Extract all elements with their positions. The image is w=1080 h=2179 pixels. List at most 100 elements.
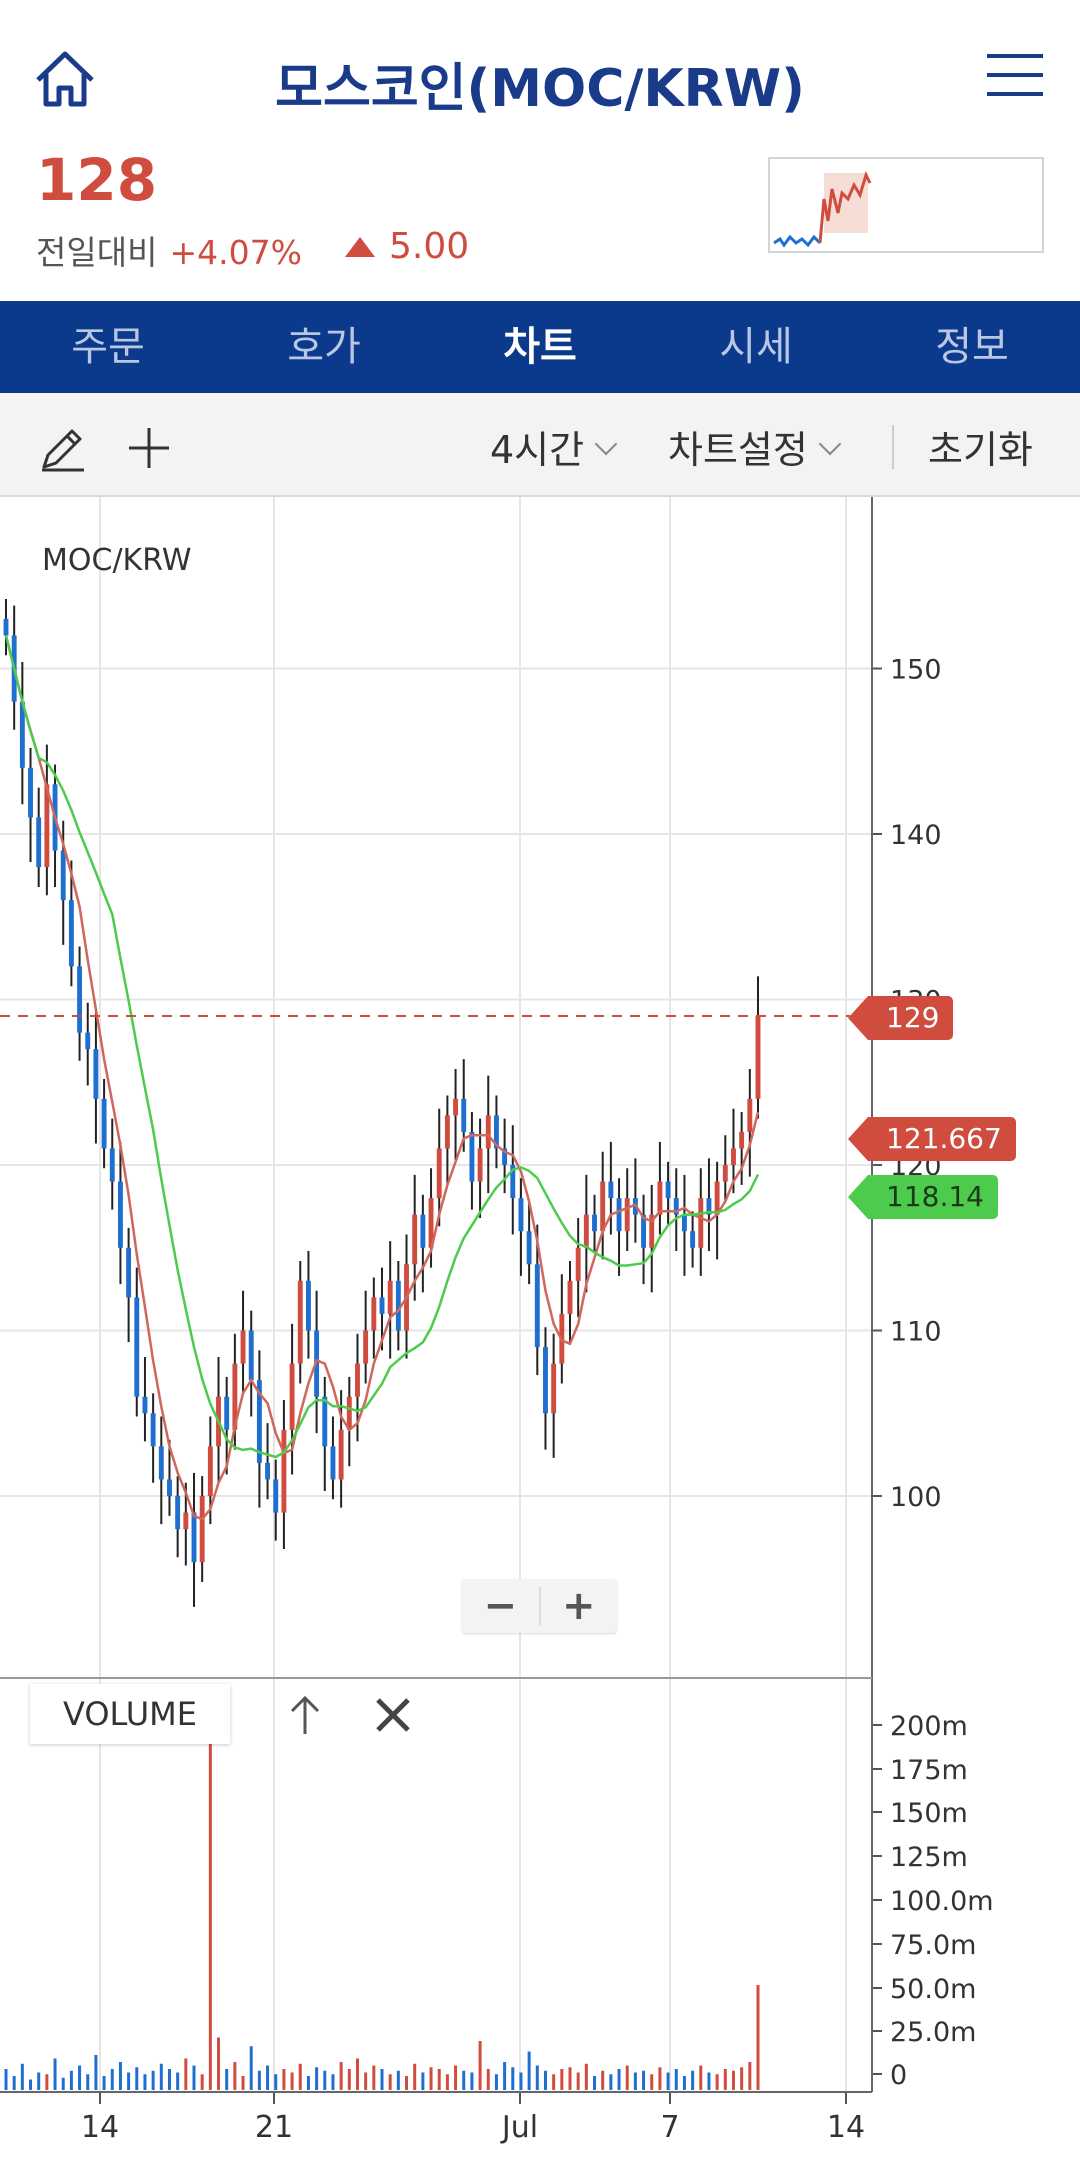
volume-bar (478, 2041, 482, 2090)
zoom-in-button[interactable]: + (561, 1583, 596, 1629)
zoom-divider (538, 1587, 541, 1625)
candle-body (28, 767, 33, 818)
candle-body (543, 1347, 548, 1414)
home-icon[interactable] (30, 44, 100, 114)
volume-bar (462, 2070, 466, 2090)
volume-bar (167, 2069, 171, 2090)
volume-bar (584, 2063, 588, 2090)
pencil-icon[interactable] (38, 423, 88, 473)
mini-chart[interactable] (768, 157, 1044, 253)
volume-bar (388, 2074, 392, 2090)
chart-grid (0, 497, 872, 2092)
tab-order[interactable]: 주문 (71, 324, 145, 370)
candle-body (281, 1429, 287, 1513)
volume-bar (249, 2046, 253, 2090)
volume-tick-label: 75.0m (890, 1930, 976, 1961)
tab-market[interactable]: 시세 (719, 324, 793, 370)
candle-body (330, 1446, 336, 1480)
candle-body (673, 1198, 679, 1215)
close-icon[interactable] (370, 1692, 416, 1738)
volume-bar (470, 2072, 474, 2090)
change-percent: +4.07% (169, 233, 302, 272)
volume-bar (94, 2055, 98, 2090)
candle-body (453, 1098, 459, 1116)
candle-body (346, 1396, 352, 1430)
volume-bar (233, 2062, 237, 2090)
reset-button[interactable]: 초기화 (928, 428, 1033, 472)
volume-bar (331, 2074, 335, 2090)
candle-body (551, 1363, 557, 1414)
volume-bar (176, 2072, 180, 2090)
volume-tick-label: 150m (890, 1798, 968, 1829)
volume-bar (143, 2074, 147, 2090)
candle-body (142, 1396, 148, 1414)
volume-bar (413, 2063, 417, 2090)
chart-toolbar: 4시간 차트설정 초기화 (0, 393, 1080, 497)
candle-body (101, 1098, 107, 1149)
volume-bar (306, 2076, 310, 2090)
hamburger-menu-icon[interactable] (985, 50, 1045, 100)
candle-body (583, 1214, 589, 1248)
volume-bar (118, 2062, 122, 2090)
volume-bar (37, 2072, 41, 2090)
volume-bar (723, 2069, 727, 2090)
volume-bar (715, 2074, 719, 2090)
chart-symbol-label: MOC/KRW (42, 543, 192, 578)
volume-bar (454, 2065, 458, 2090)
candle-body (420, 1214, 426, 1248)
candle-body (150, 1413, 156, 1447)
tab-chart[interactable]: 차트 (503, 324, 577, 370)
candle-body (256, 1380, 262, 1463)
volume-bar (405, 2076, 409, 2090)
zoom-out-button[interactable]: − (483, 1583, 517, 1629)
time-tick-label: 14 (827, 2110, 865, 2145)
candle-body (240, 1330, 246, 1364)
candle-body (371, 1297, 377, 1331)
price-chart[interactable]: 1001101201301401501421Jul714025.0m50.0m7… (0, 497, 1080, 2179)
candle-body (322, 1396, 328, 1447)
volume-bar (658, 2067, 662, 2090)
volume-bar (601, 2070, 605, 2090)
volume-bar (45, 2074, 49, 2090)
volume-bar (625, 2065, 629, 2090)
candle-body (338, 1429, 344, 1480)
volume-bar (740, 2067, 744, 2090)
candle-body (207, 1446, 213, 1496)
zoom-control: − + (462, 1579, 617, 1633)
candle-body (305, 1280, 311, 1331)
volume-label[interactable]: VOLUME (30, 1684, 230, 1744)
chevron-down-icon (594, 432, 618, 455)
candle-body (85, 1032, 91, 1050)
volume-bar (20, 2063, 24, 2090)
candle-body (681, 1214, 687, 1232)
volume-bar (184, 2058, 188, 2090)
candle-body (592, 1214, 597, 1232)
tab-orderbook[interactable]: 호가 (287, 324, 361, 370)
candle-body (747, 1098, 753, 1132)
volume-bar (274, 2074, 278, 2090)
volume-bar (159, 2063, 163, 2090)
candle-body (44, 784, 50, 868)
up-triangle-icon (345, 236, 375, 257)
volume-bar (437, 2069, 441, 2090)
volume-bar (225, 2069, 229, 2090)
volume-bar (593, 2076, 597, 2090)
chart-settings-dropdown[interactable]: 차트설정 (668, 419, 842, 474)
candle-body (485, 1115, 491, 1149)
volume-bars (4, 1687, 760, 2090)
volume-bar (396, 2070, 400, 2090)
volume-bar (257, 2070, 261, 2090)
volume-bar (372, 2065, 376, 2090)
candle-body (624, 1198, 630, 1232)
candle-body (93, 1049, 99, 1099)
arrow-up-icon[interactable] (282, 1692, 328, 1738)
volume-bar (53, 2058, 57, 2090)
volume-tick-label: 50.0m (890, 1974, 976, 2005)
volume-bar (380, 2069, 384, 2090)
tab-info[interactable]: 정보 (935, 324, 1009, 370)
candle-body (461, 1098, 467, 1132)
volume-bar (135, 2067, 139, 2090)
interval-dropdown[interactable]: 4시간 (490, 419, 618, 474)
plus-icon[interactable] (124, 423, 174, 473)
volume-bar (4, 2069, 8, 2090)
